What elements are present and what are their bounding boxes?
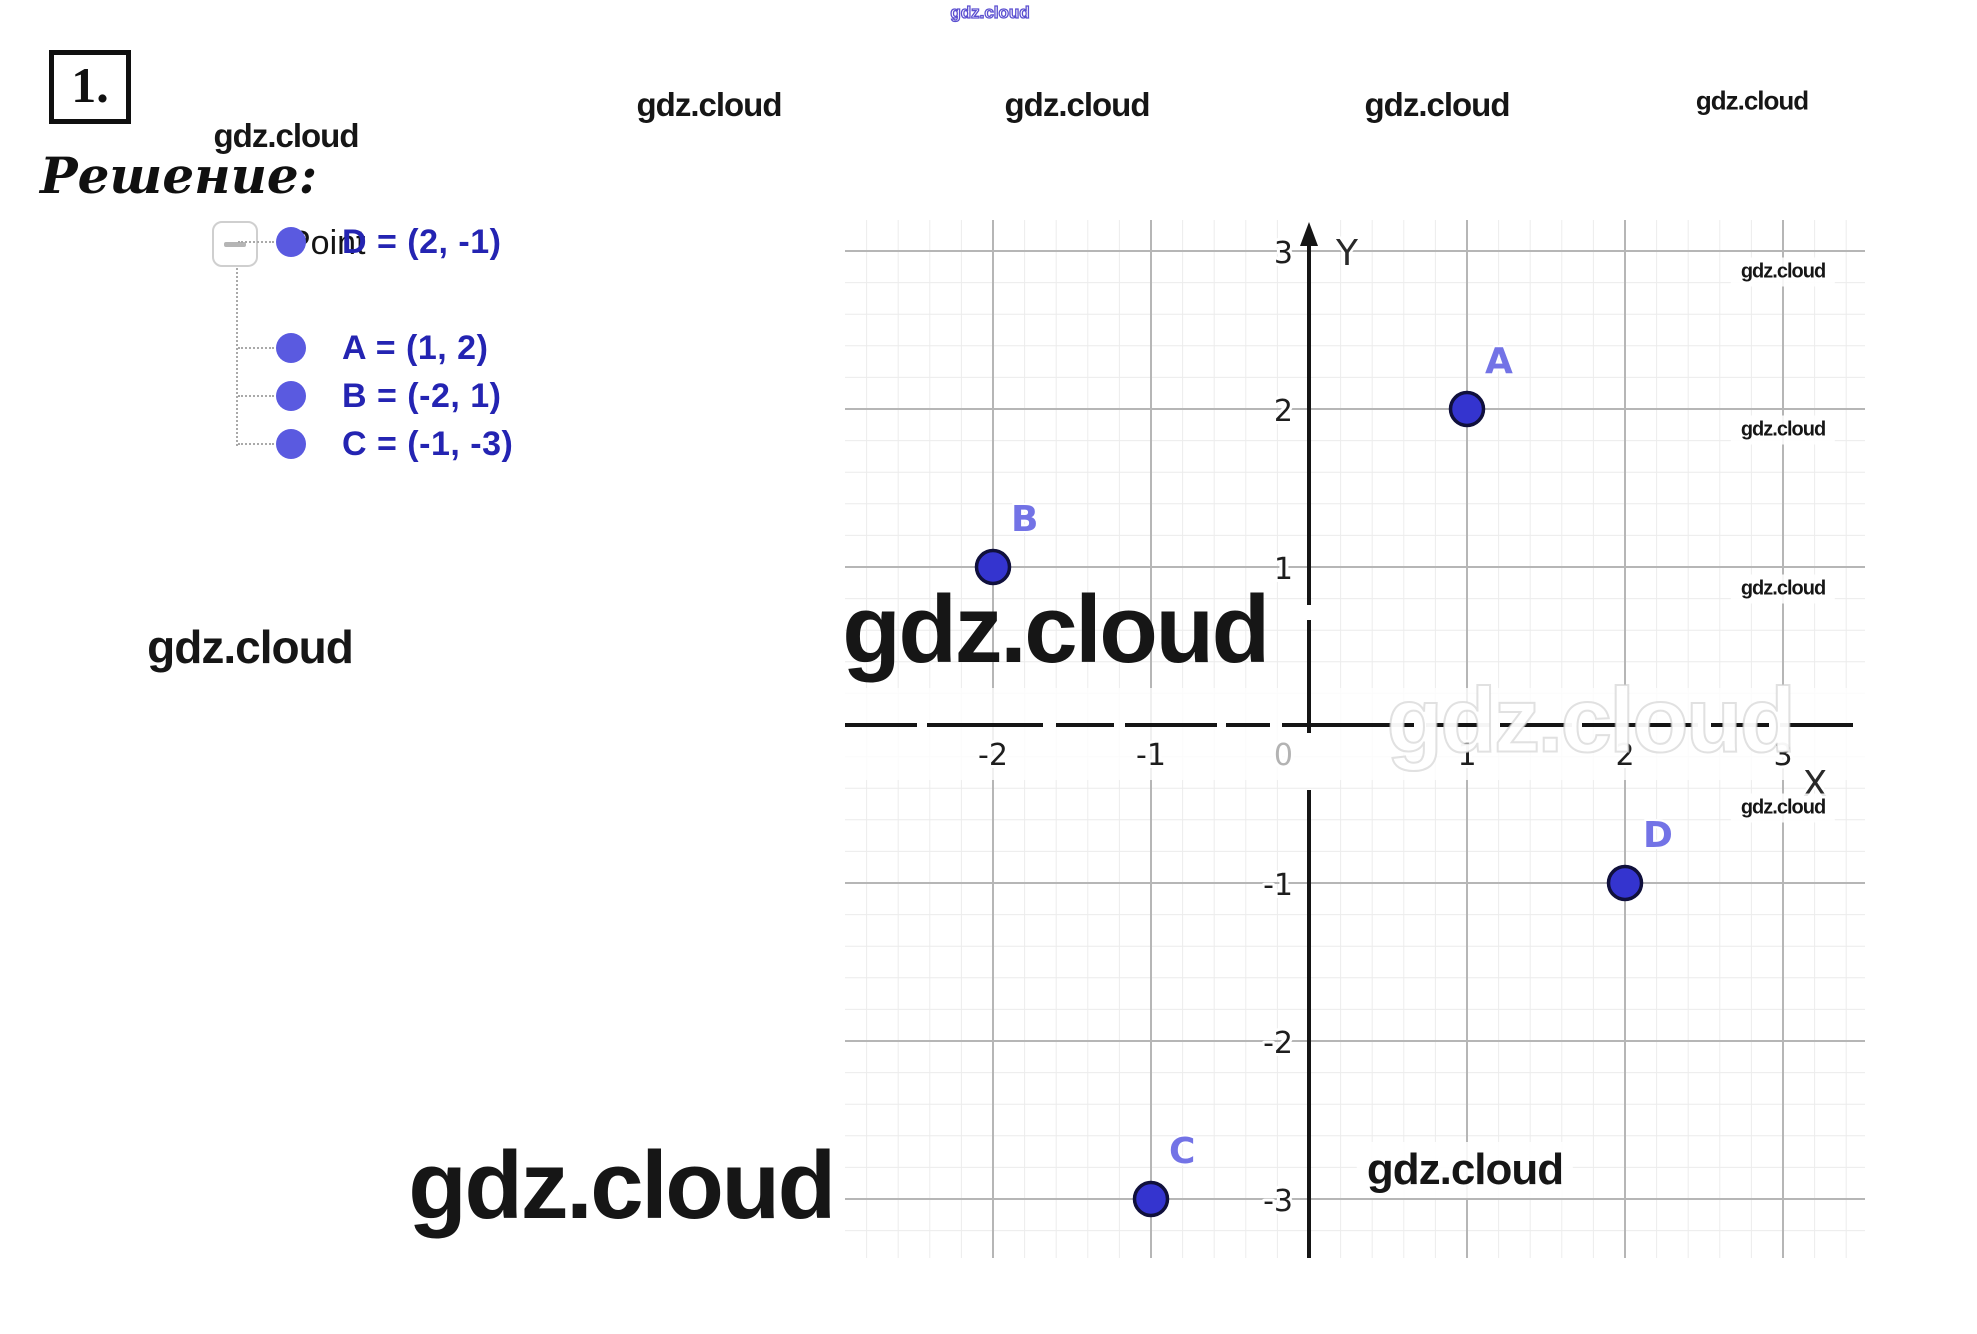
point-label-D: D: [1643, 815, 1673, 856]
tree-line: [236, 268, 238, 446]
point-label-B: B: [1011, 499, 1038, 540]
tree-connector: [238, 395, 274, 397]
watermark: gdz.cloud: [1730, 793, 1836, 823]
problem-number: 1.: [71, 57, 109, 113]
list-item-B[interactable]: B = (-2, 1): [210, 372, 630, 420]
algebra-panel: Point A = (1, 2) B = (-2, 1) C = (-1, -3…: [210, 218, 630, 488]
tree-connector: [238, 443, 274, 445]
point-definition: B = (-2, 1): [342, 377, 502, 415]
x-tick-label: 2: [1615, 738, 1634, 773]
point-bullet-icon: [276, 227, 306, 257]
watermark: gdz.cloud: [1364, 86, 1511, 123]
watermark: gdz.cloud: [147, 621, 354, 673]
watermark: gdz.cloud: [1004, 86, 1151, 123]
problem-number-box: 1.: [49, 50, 131, 124]
x-tick-label: -1: [1136, 738, 1166, 773]
watermark: gdz.cloud: [1356, 1142, 1574, 1198]
point-A[interactable]: [1448, 390, 1486, 428]
watermark: gdz.cloud: [1695, 85, 1809, 116]
tree-connector: [238, 347, 274, 349]
y-tick-label: -2: [1263, 1026, 1293, 1061]
watermark: gdz.cloud: [842, 576, 1270, 683]
list-item-D[interactable]: D = (2, -1): [210, 218, 630, 266]
watermark: gdz.cloud: [636, 86, 783, 123]
point-bullet-icon: [276, 429, 306, 459]
point-bullet-icon: [276, 381, 306, 411]
x-tick-label: 3: [1773, 738, 1792, 773]
y-tick-label: -3: [1263, 1184, 1293, 1219]
graph-area: -2 -1 1 2 3 3 2 1 -1 -2 -3 0 Y X A B C D: [845, 220, 1865, 1258]
point-B[interactable]: [974, 548, 1012, 586]
watermark: gdz.cloud: [408, 1132, 836, 1239]
watermark: gdz.cloud: [1730, 257, 1836, 287]
point-D[interactable]: [1606, 864, 1644, 902]
watermark-band: [845, 688, 1865, 780]
x-tick-label: -2: [978, 738, 1008, 773]
watermark: gdz.cloud: [1730, 574, 1836, 604]
collapse-button[interactable]: [212, 221, 258, 267]
tree-connector: [238, 241, 274, 243]
point-bullet-icon: [276, 333, 306, 363]
point-definition: D = (2, -1): [342, 223, 502, 261]
origin-label: 0: [1274, 738, 1293, 773]
y-tick-label: 3: [1274, 236, 1293, 271]
y-tick-label: 2: [1274, 394, 1293, 429]
y-axis-arrow-icon: [1300, 222, 1318, 246]
y-axis-label: Y: [1335, 233, 1359, 274]
solution-heading: Решение:: [40, 146, 318, 205]
watermark: gdz.cloud: [213, 117, 360, 154]
point-label-C: C: [1169, 1131, 1195, 1172]
minus-icon: [224, 241, 246, 247]
list-item-C[interactable]: C = (-1, -3): [210, 420, 630, 468]
point-C[interactable]: [1132, 1180, 1170, 1218]
point-label-A: A: [1485, 341, 1513, 382]
watermark: gdz.cloud: [950, 2, 1031, 22]
point-definition: C = (-1, -3): [342, 425, 514, 463]
y-tick-label: -1: [1263, 868, 1293, 903]
watermark: gdz.cloud: [1386, 669, 1797, 773]
point-definition: A = (1, 2): [342, 329, 489, 367]
y-tick-label: 1: [1274, 552, 1293, 587]
x-tick-label: 1: [1457, 738, 1476, 773]
list-item-A[interactable]: A = (1, 2): [210, 324, 630, 372]
watermark: gdz.cloud: [1730, 415, 1836, 445]
